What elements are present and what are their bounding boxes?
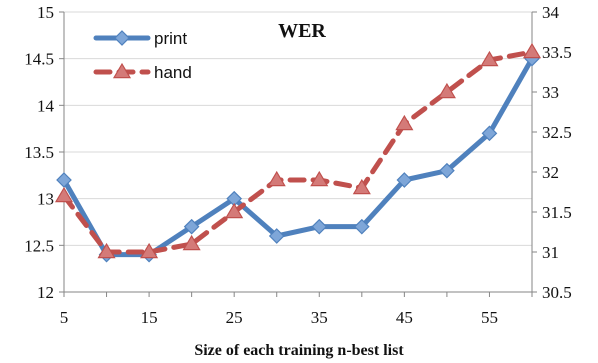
data-point-print xyxy=(311,218,328,235)
gridlines xyxy=(64,11,532,293)
legend-label-print: print xyxy=(154,29,187,48)
series-hand xyxy=(54,42,542,259)
y-left-tick-label: 14.5 xyxy=(24,50,54,69)
data-point-hand xyxy=(352,178,371,195)
legend-item-print: print xyxy=(93,29,187,48)
x-tick-label: 55 xyxy=(481,308,498,327)
series-layer xyxy=(54,42,542,263)
y-left-tick-label: 13.5 xyxy=(24,143,54,162)
y-left-tick-label: 12.5 xyxy=(24,236,54,255)
y-right-tick-label: 33.5 xyxy=(542,43,572,62)
data-point-hand xyxy=(140,242,159,259)
data-point-hand xyxy=(97,242,116,259)
legend-label-hand: hand xyxy=(154,63,192,82)
y-left-tick-label: 15 xyxy=(37,3,54,22)
x-tick-label: 35 xyxy=(311,308,328,327)
data-point-print xyxy=(481,125,498,142)
y-right-tick-label: 32.5 xyxy=(542,123,572,142)
data-point-hand xyxy=(437,82,456,99)
data-point-hand xyxy=(395,114,414,131)
data-point-hand xyxy=(54,186,74,203)
series-print xyxy=(56,50,540,263)
y-left-tick-label: 14 xyxy=(37,96,55,115)
data-point-print xyxy=(396,172,413,188)
legend-item-hand: hand xyxy=(93,62,192,82)
x-tick-label: 5 xyxy=(60,308,69,327)
x-axis-title: Size of each training n-best list xyxy=(194,342,404,359)
y-right-tick-label: 30.5 xyxy=(542,283,572,302)
legend-marker-hand xyxy=(112,62,132,79)
chart-title: WER xyxy=(278,20,326,42)
x-tick-label: 45 xyxy=(396,308,413,327)
data-point-print xyxy=(268,228,285,244)
y-right-tick-label: 31.5 xyxy=(542,203,572,222)
x-tick-label: 15 xyxy=(141,308,158,327)
data-point-print xyxy=(353,218,370,235)
data-point-hand xyxy=(225,202,244,219)
series-line-hand xyxy=(61,49,535,255)
y-left-tick-label: 13 xyxy=(37,190,54,209)
y-right-tick-label: 31 xyxy=(542,243,559,262)
data-point-hand xyxy=(522,42,542,59)
legend-marker-print xyxy=(114,30,130,46)
x-tick-label: 25 xyxy=(226,308,243,327)
data-point-hand xyxy=(267,170,286,187)
y-right-tick-label: 34 xyxy=(542,3,560,22)
data-point-print xyxy=(183,218,200,235)
y-right-tick-label: 33 xyxy=(542,83,559,102)
y-right-tick-label: 32 xyxy=(542,163,559,182)
y-left-tick-label: 12 xyxy=(37,283,54,302)
data-point-hand xyxy=(480,50,499,67)
series-line-print xyxy=(61,56,535,258)
data-point-print xyxy=(439,162,455,179)
axes: 12 12.5 13 13.5 14 14.5 15 30.5 31 31.5 32 32.5 33 33… xyxy=(24,3,572,327)
legend: print hand xyxy=(93,29,192,82)
data-point-hand xyxy=(182,234,201,251)
data-point-hand xyxy=(310,170,329,187)
